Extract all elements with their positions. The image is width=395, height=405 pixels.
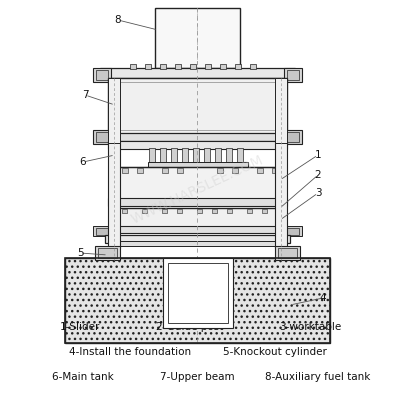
Bar — [235, 64, 241, 69]
Bar — [96, 70, 108, 80]
Bar — [168, 263, 228, 323]
Text: 4-Install the foundation: 4-Install the foundation — [69, 347, 191, 357]
Bar — [98, 248, 117, 258]
Bar — [220, 64, 226, 69]
Text: 3-worktable: 3-worktable — [279, 322, 341, 332]
Bar — [287, 228, 299, 235]
Text: 5-Knockout cylinder: 5-Knockout cylinder — [223, 347, 327, 357]
Bar — [93, 68, 111, 82]
Bar — [197, 209, 202, 213]
Bar — [160, 64, 166, 69]
Bar — [148, 162, 248, 167]
Text: 3: 3 — [315, 188, 321, 198]
Bar — [108, 78, 120, 143]
Bar — [257, 168, 263, 173]
Bar — [284, 68, 302, 82]
Bar — [227, 209, 232, 213]
Bar — [215, 148, 221, 162]
Text: 8: 8 — [115, 15, 121, 25]
Bar — [162, 168, 168, 173]
Bar — [204, 148, 210, 162]
Bar — [278, 248, 297, 258]
Bar — [137, 168, 143, 173]
Bar — [96, 228, 108, 235]
Bar — [287, 70, 299, 80]
Bar — [130, 64, 136, 69]
Bar — [272, 168, 278, 173]
Bar — [275, 78, 287, 143]
Bar — [108, 198, 287, 206]
Bar — [162, 209, 167, 213]
Text: 7-Upper beam: 7-Upper beam — [160, 372, 234, 382]
Bar — [145, 64, 151, 69]
Text: 1: 1 — [315, 150, 321, 160]
Bar — [95, 246, 120, 260]
Bar — [100, 68, 295, 78]
Bar — [177, 168, 183, 173]
Bar — [115, 167, 280, 200]
Text: 2: 2 — [315, 170, 321, 180]
Bar — [149, 148, 155, 162]
Bar — [247, 209, 252, 213]
Text: 6: 6 — [80, 157, 87, 167]
Bar — [142, 209, 147, 213]
Bar — [217, 168, 223, 173]
Bar — [171, 148, 177, 162]
Bar — [212, 209, 217, 213]
Bar — [105, 235, 290, 243]
Bar — [122, 168, 128, 173]
Text: 2-Guide post: 2-Guide post — [156, 322, 224, 332]
Bar — [182, 148, 188, 162]
Bar — [65, 258, 330, 343]
Bar — [205, 64, 211, 69]
Bar — [108, 226, 287, 233]
Text: 1-Slider: 1-Slider — [60, 322, 100, 332]
Text: 4: 4 — [320, 293, 326, 303]
Bar — [100, 133, 295, 141]
Bar — [275, 246, 300, 260]
Bar — [93, 226, 111, 236]
Bar — [115, 208, 280, 228]
Bar — [237, 148, 243, 162]
Text: WWW.HARSLEE.COM: WWW.HARSLEE.COM — [128, 153, 265, 227]
Bar — [93, 130, 111, 144]
Bar — [287, 132, 299, 142]
Bar — [108, 141, 120, 248]
Bar — [275, 141, 287, 248]
Bar — [190, 64, 196, 69]
Text: 7: 7 — [82, 90, 88, 100]
Text: 5: 5 — [77, 248, 83, 258]
Bar — [155, 8, 240, 68]
Bar — [96, 132, 108, 142]
Bar — [108, 141, 287, 149]
Bar — [226, 148, 232, 162]
Bar — [65, 258, 330, 343]
Bar — [122, 209, 127, 213]
Bar — [160, 148, 166, 162]
Bar — [232, 168, 238, 173]
Bar — [250, 64, 256, 69]
Bar — [284, 130, 302, 144]
Bar — [193, 148, 199, 162]
Text: 8-Auxiliary fuel tank: 8-Auxiliary fuel tank — [265, 372, 371, 382]
Bar — [177, 209, 182, 213]
Bar — [284, 226, 302, 236]
Bar — [163, 258, 233, 328]
Bar — [262, 209, 267, 213]
Bar — [108, 78, 287, 135]
Text: 6-Main tank: 6-Main tank — [52, 372, 114, 382]
Bar — [175, 64, 181, 69]
Bar — [108, 241, 287, 246]
